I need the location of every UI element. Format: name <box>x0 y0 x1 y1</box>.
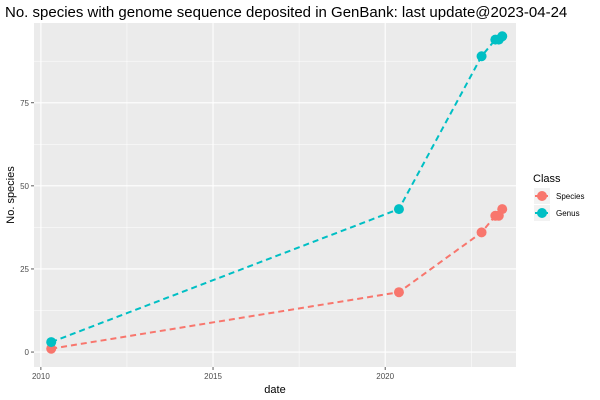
chart-title: No. species with genome sequence deposit… <box>5 4 567 21</box>
y-axis: 0 25 50 75 <box>20 99 34 357</box>
species-data-point <box>393 287 404 298</box>
legend: Class Species Genus <box>533 173 584 221</box>
species-legend-swatch <box>537 191 547 201</box>
species-data-point <box>497 204 508 215</box>
y-tick-label: 50 <box>20 182 29 191</box>
y-tick-label: 25 <box>20 265 29 274</box>
series-points <box>46 31 508 354</box>
genus-data-point <box>46 337 57 348</box>
legend-title: Class <box>533 173 561 185</box>
x-tick-label: 2020 <box>376 372 394 381</box>
grid-major <box>34 23 516 367</box>
y-axis-title: No. species <box>5 166 17 224</box>
plot-panel <box>34 23 516 367</box>
genus-data-point <box>393 204 404 215</box>
genus-legend-swatch <box>537 208 547 218</box>
grid-minor <box>34 23 516 367</box>
y-tick-label: 75 <box>20 99 29 108</box>
y-tick-label: 0 <box>25 348 30 357</box>
genus-data-point <box>476 51 487 62</box>
genus-legend-label: Genus <box>556 209 580 218</box>
x-tick-label: 2010 <box>32 372 50 381</box>
species-legend-label: Species <box>556 192 584 201</box>
species-data-point <box>476 227 487 238</box>
x-tick-label: 2015 <box>204 372 222 381</box>
x-axis: 2010 2015 2020 <box>32 367 395 381</box>
x-axis-title: date <box>264 384 285 396</box>
genus-data-point <box>497 31 508 42</box>
